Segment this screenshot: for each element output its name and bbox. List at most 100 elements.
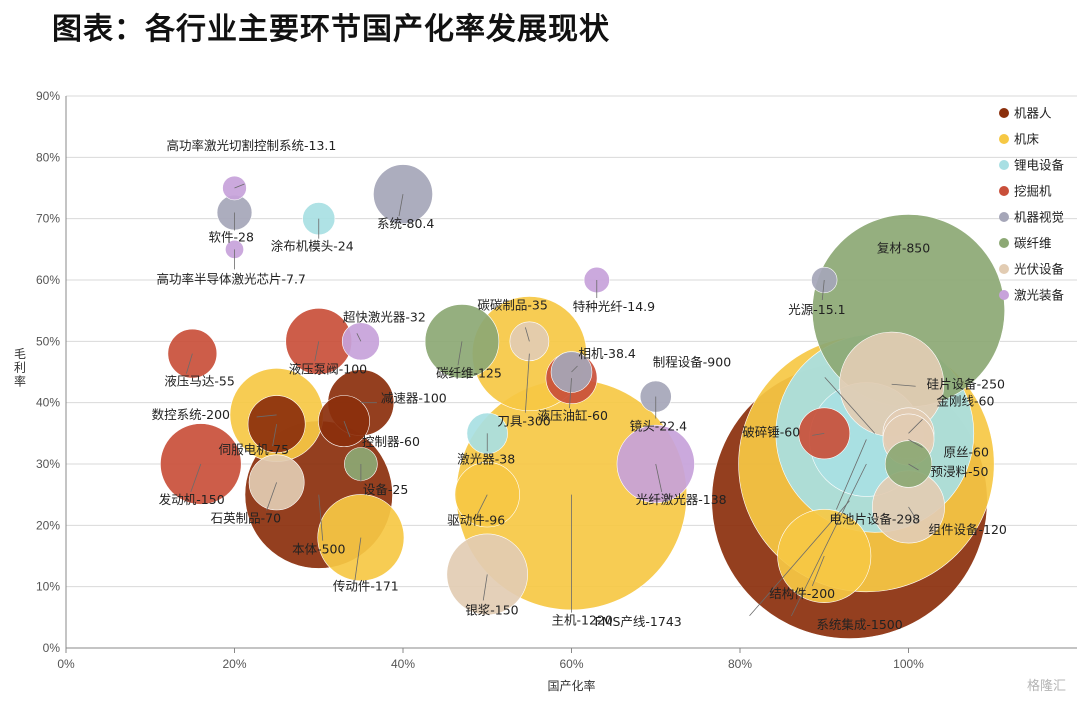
leader-line: [354, 537, 362, 581]
leader-line: [272, 424, 278, 447]
data-label: 液压泵阀-100: [289, 361, 367, 376]
legend-label: 碳纤维: [1014, 236, 1052, 251]
leader-line: [824, 377, 876, 434]
data-label: 本体-500: [292, 542, 345, 557]
data-label: 特种光纤-14.9: [573, 299, 655, 314]
leader-line: [524, 353, 530, 413]
x-tick-label: 60%: [559, 657, 583, 671]
data-label: 驱动件-96: [447, 513, 505, 528]
legend-marker: [999, 264, 1009, 274]
leader-line: [655, 463, 663, 493]
data-label: 液压油缸-60: [538, 408, 608, 423]
chart-title: 图表：各行业主要环节国产化率发展现状: [52, 12, 610, 47]
data-label: 传动件-171: [333, 579, 399, 594]
leader-line: [571, 365, 578, 373]
data-label: 光纤激光器-138: [636, 492, 727, 507]
data-label: 原丝-60: [944, 444, 989, 459]
leader-line: [908, 439, 923, 448]
data-label: 控制器-60: [362, 434, 420, 449]
data-label: 制程设备-900: [653, 354, 731, 369]
data-label: 光源-15.1: [788, 302, 845, 317]
data-label: 相机-38.4: [579, 346, 636, 361]
legend-label: 机器视觉: [1014, 210, 1064, 225]
bubble-layer: [160, 164, 1006, 639]
axis-layer: 0% 10% 20% 30% 40% 50% 60% 70% 80% 90% 0% 20% 40% 60%…: [14, 89, 1077, 693]
legend-marker: [999, 212, 1009, 222]
leader-line: [908, 463, 919, 471]
data-label: 镜头-22.4: [630, 419, 687, 434]
legend-label: 机器人: [1014, 106, 1052, 121]
y-tick-label: 30%: [36, 457, 60, 471]
leader-line: [812, 432, 825, 436]
data-label: 结构件-200: [769, 586, 835, 601]
data-label: 电池片设备-298: [829, 511, 920, 526]
data-label: 系统-80.4: [377, 216, 434, 231]
x-tick-label: 20%: [222, 657, 246, 671]
data-label: 超快激光器-32: [343, 309, 426, 324]
leader-line: [457, 341, 463, 366]
legend-label: 光伏设备: [1014, 262, 1065, 277]
data-label: 高功率激光切割控制系统-13.1: [167, 138, 337, 153]
leader-line: [821, 279, 825, 301]
y-tick-label: 60%: [36, 273, 60, 287]
data-label: 发动机-150: [159, 492, 225, 507]
x-tick-label: 80%: [728, 657, 752, 671]
x-tick-label: 100%: [893, 657, 924, 671]
legend-marker: [999, 186, 1009, 196]
leader-line: [256, 414, 277, 418]
data-label: 破碎锤-60: [742, 424, 800, 439]
leader-line: [185, 353, 193, 374]
leader-line: [314, 341, 320, 362]
y-tick-label: 40%: [36, 396, 60, 410]
x-tick-label: 40%: [391, 657, 415, 671]
data-label: FMS产线-1743: [595, 614, 682, 629]
data-label: 数控系统-200: [152, 407, 230, 422]
data-label: 伺服电机-75: [219, 442, 289, 457]
data-label: 激光器-38: [457, 451, 515, 466]
leader-line: [811, 555, 825, 587]
y-tick-label: 70%: [36, 212, 60, 226]
legend-label: 锂电设备: [1014, 158, 1065, 173]
leader-line: [836, 439, 867, 510]
legend-marker: [999, 238, 1009, 248]
leader-line: [908, 419, 923, 434]
leader-line: [476, 494, 488, 515]
leader-line: [524, 327, 530, 342]
data-label: 金刚线-60: [937, 393, 995, 408]
data-label: 碳碳制品-35: [477, 297, 547, 312]
data-label: 主机-1220: [552, 613, 613, 628]
leader-line: [356, 333, 362, 342]
leader-line: [234, 183, 245, 189]
data-label: 复材-850: [877, 241, 930, 256]
leader-line: [908, 506, 919, 524]
y-tick-label: 20%: [36, 518, 60, 532]
y-tick-label: 90%: [36, 89, 60, 103]
data-label: 系统集成-1500: [816, 617, 902, 632]
legend-label: 挖掘机: [1014, 184, 1052, 199]
y-axis-title: 毛利率: [14, 347, 26, 389]
leader-line: [398, 194, 404, 217]
y-tick-label: 10%: [36, 580, 60, 594]
data-label: 减速器-100: [381, 391, 447, 406]
x-tick-label: 0%: [57, 657, 75, 671]
legend-marker: [999, 290, 1009, 300]
data-label: 高功率半导体激光芯片-7.7: [157, 271, 306, 286]
data-label: 石英制品-70: [211, 510, 281, 525]
data-label: 软件-28: [209, 230, 254, 245]
data-label: 预浸料-50: [931, 464, 989, 479]
leader-line: [190, 463, 202, 493]
legend-marker: [999, 160, 1009, 170]
legend-marker: [999, 108, 1009, 118]
data-label: 液压马达-55: [164, 374, 234, 389]
leader-line: [791, 463, 867, 617]
leader-line: [318, 494, 324, 541]
x-axis-title: 国产化率: [547, 678, 595, 693]
data-label: 组件设备-120: [929, 522, 1007, 537]
watermark: 格隆汇: [1026, 679, 1066, 694]
leader-line: [749, 500, 850, 617]
data-label: 涂布机模头-24: [271, 239, 354, 254]
data-label: 设备-25: [363, 482, 408, 497]
legend-label: 机床: [1014, 132, 1040, 147]
